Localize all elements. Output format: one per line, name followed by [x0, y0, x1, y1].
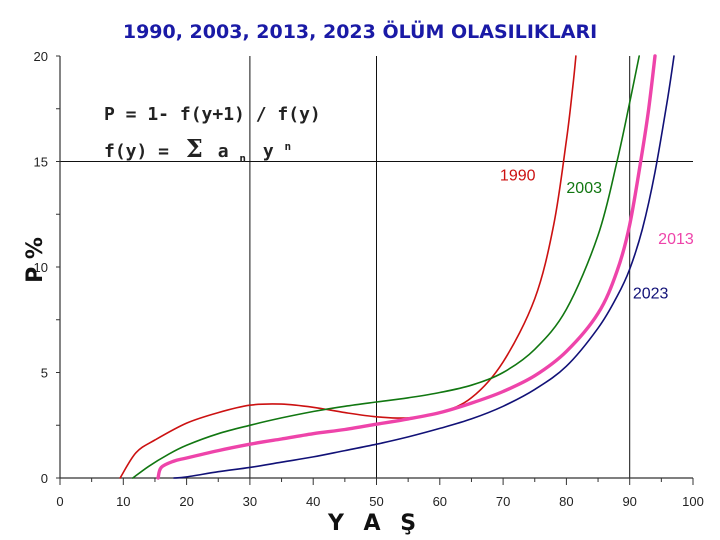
- x-axis-label: Y A Ş: [327, 511, 422, 536]
- series-line-1990: [119, 55, 577, 479]
- x-tick-label: 90: [622, 494, 636, 509]
- series-line-2013: [156, 54, 657, 480]
- x-tick-label: 20: [179, 494, 193, 509]
- formula-n-sup: n: [285, 140, 292, 153]
- series-label-2023: 2023: [633, 286, 669, 303]
- y-tick-label: 5: [41, 366, 48, 381]
- formula-sigma: Σ: [186, 134, 203, 163]
- x-axis-ticks: 0 10 20 30 40 50 60 70 80 90 100: [56, 478, 704, 509]
- x-tick-label: 50: [369, 494, 383, 509]
- formula-n-sub: n: [239, 152, 246, 165]
- x-tick-label: 0: [56, 494, 63, 509]
- series-line-2023: [173, 55, 675, 479]
- x-tick-label: 70: [496, 494, 510, 509]
- formula-a: a: [218, 141, 229, 162]
- series-label-2013: 2013: [658, 231, 694, 248]
- formula-prefix: f(y) =: [104, 141, 169, 162]
- y-tick-label: 10: [34, 260, 48, 275]
- x-tick-label: 100: [682, 494, 704, 509]
- formula-y: y: [263, 141, 274, 162]
- y-tick-label: 15: [34, 155, 48, 170]
- x-tick-label: 40: [306, 494, 320, 509]
- formula-line-2: f(y) = Σ a n y n: [104, 134, 291, 167]
- series-lines: [119, 54, 675, 480]
- series-label-1990: 1990: [500, 167, 536, 184]
- y-tick-label: 20: [34, 49, 48, 64]
- chart-title: 1990, 2003, 2013, 2023 ÖLÜM OLASILIKLARI: [123, 19, 597, 43]
- series-labels: 1990 2003 2013 2023: [500, 167, 694, 302]
- y-tick-label: 0: [41, 471, 48, 486]
- series-label-2003: 2003: [566, 180, 602, 197]
- x-tick-label: 10: [116, 494, 130, 509]
- formula-line-1: P = 1- f(y+1) / f(y): [104, 104, 321, 125]
- x-tick-label: 60: [433, 494, 447, 509]
- y-axis-ticks: 0 5 10 15 20: [34, 49, 60, 486]
- x-tick-label: 30: [243, 494, 257, 509]
- y-axis-label: P %: [23, 237, 48, 283]
- x-tick-label: 80: [559, 494, 573, 509]
- series-line-2003: [132, 55, 640, 479]
